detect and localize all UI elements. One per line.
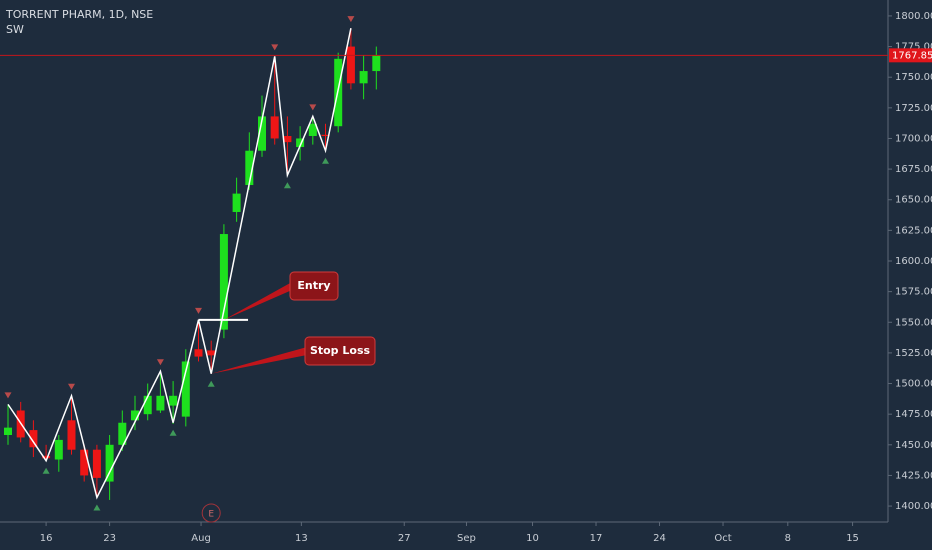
y-tick-label: 1475.00 [895, 409, 932, 420]
candle-body [258, 116, 267, 151]
candle-body [308, 123, 317, 137]
y-tick-label: 1725.00 [895, 103, 932, 114]
candle-body [270, 116, 279, 139]
candle-body [131, 410, 140, 421]
y-tick-label: 1500.00 [895, 379, 932, 390]
candle-body [181, 361, 190, 417]
candle-body [359, 71, 368, 84]
candle-body [194, 349, 203, 357]
y-tick-label: 1425.00 [895, 470, 932, 481]
pivot-low-marker [169, 429, 177, 436]
candle-body [232, 193, 241, 212]
candle-body [67, 420, 76, 450]
candle-body [156, 395, 165, 411]
event-label: E [208, 510, 214, 520]
candle-body [219, 234, 228, 330]
callout-text: Stop Loss [310, 344, 371, 357]
x-tick-label: 15 [846, 533, 859, 544]
pivot-low-marker [283, 182, 291, 189]
event-marker [201, 503, 221, 523]
candle-body [372, 55, 381, 72]
x-tick-label: 27 [398, 533, 411, 544]
callout-pointer [211, 347, 307, 374]
indicator-name: SW [6, 23, 24, 36]
y-tick-label: 1600.00 [895, 256, 932, 267]
candle-body [80, 449, 89, 476]
x-tick-label: 10 [526, 533, 539, 544]
pivot-high-marker [347, 16, 355, 23]
x-tick-label: Oct [714, 533, 731, 544]
x-tick-label: 16 [40, 533, 53, 544]
y-tick-label: 1675.00 [895, 164, 932, 175]
y-tick-label: 1400.00 [895, 501, 932, 512]
pivot-high-marker [195, 307, 203, 314]
candle-body [245, 150, 254, 186]
x-tick-label: 8 [785, 533, 791, 544]
pivot-high-marker [156, 359, 164, 366]
pivot-high-marker [4, 392, 12, 399]
pivot-high-marker [309, 104, 317, 111]
last-price-tag [889, 48, 932, 63]
pivot-low-marker [42, 467, 50, 474]
candle-body [92, 449, 101, 478]
pivot-low-marker [93, 504, 101, 511]
y-tick-label: 1525.00 [895, 348, 932, 359]
candle-body [296, 138, 305, 148]
y-tick-label: 1575.00 [895, 287, 932, 298]
x-tick-label: 24 [653, 533, 666, 544]
pivot-high-marker [68, 383, 76, 390]
x-tick-label: 23 [103, 533, 116, 544]
pivot-high-marker [271, 44, 279, 51]
candle-body [321, 134, 330, 137]
candle-body [118, 422, 127, 445]
candle-body [346, 46, 355, 84]
y-tick-label: 1625.00 [895, 225, 932, 236]
y-tick-label: 1550.00 [895, 317, 932, 328]
callout-box [289, 271, 339, 301]
y-tick-label: 1775.00 [895, 42, 932, 53]
candle-body [4, 427, 13, 435]
callout-box [304, 336, 376, 366]
candle-body [169, 395, 178, 406]
candle-body [283, 136, 292, 143]
candle-body [42, 455, 51, 459]
y-tick-label: 1800.00 [895, 11, 932, 22]
pivot-low-marker [207, 380, 215, 387]
x-tick-label: Aug [191, 533, 211, 544]
x-tick-label: 13 [295, 533, 308, 544]
y-tick-label: 1450.00 [895, 440, 932, 451]
pivot-low-marker [322, 157, 330, 164]
chart-title: TORRENT PHARM, 1D, NSE [5, 8, 153, 21]
callout-text: Entry [297, 279, 330, 292]
y-tick-label: 1650.00 [895, 195, 932, 206]
x-tick-label: 17 [590, 533, 603, 544]
y-tick-label: 1750.00 [895, 72, 932, 83]
candle-body [54, 439, 63, 460]
last-price-label: 1767.85 [892, 50, 932, 61]
candle-body [29, 430, 38, 448]
candle-body [143, 395, 152, 415]
callout-pointer [223, 282, 292, 320]
candle-body [105, 444, 114, 482]
y-tick-label: 1700.00 [895, 133, 932, 144]
x-tick-label: Sep [457, 533, 476, 544]
candle-body [207, 350, 216, 356]
